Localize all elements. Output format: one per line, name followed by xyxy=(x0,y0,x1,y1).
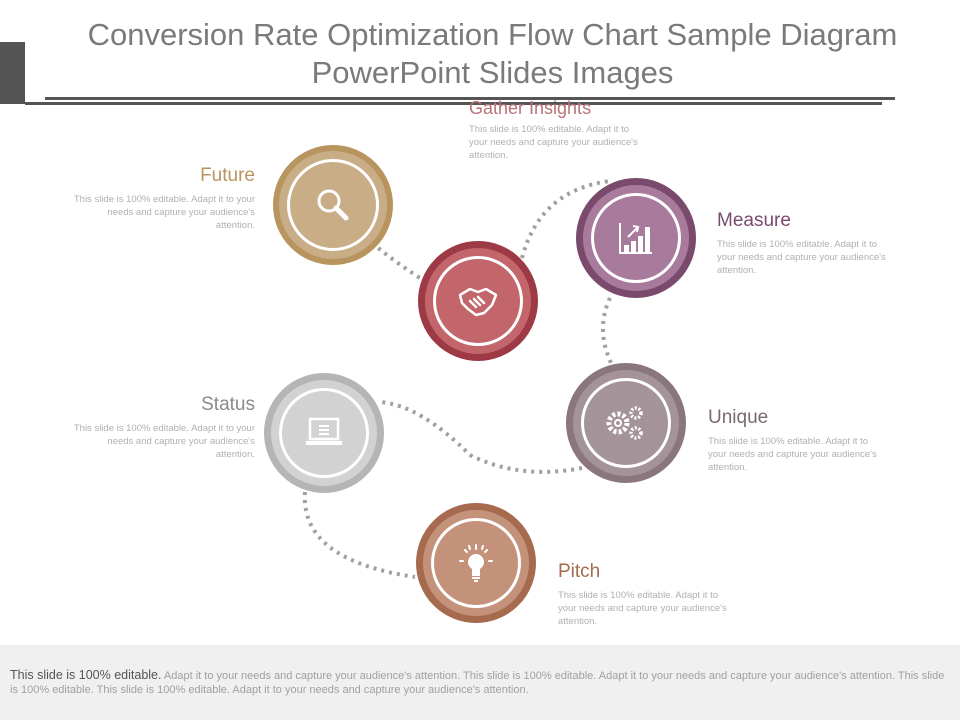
gather-insights-title: Gather Insights xyxy=(469,98,592,118)
label-measure: Measure This slide is 100% editable. Ada… xyxy=(717,210,897,277)
connector-unique-status xyxy=(379,400,583,474)
footer-text: This slide is 100% editable. Adapt it to… xyxy=(10,668,945,697)
footer-rest: Adapt it to your needs and capture your … xyxy=(10,670,945,696)
connector-measure-unique xyxy=(600,297,614,366)
gears-icon xyxy=(606,406,643,440)
lightbulb-icon xyxy=(459,544,493,582)
label-unique: Unique This slide is 100% editable. Adap… xyxy=(708,407,888,474)
status-title: Status xyxy=(201,394,255,415)
node-pitch[interactable] xyxy=(416,503,536,623)
title-rule-bottom xyxy=(25,102,882,105)
connector-status-pitch xyxy=(302,491,416,579)
footer-lead: This slide is 100% editable. xyxy=(10,668,162,682)
future-body: This slide is 100% editable. Adapt it to… xyxy=(73,194,255,231)
measure-title: Measure xyxy=(717,210,791,231)
laptop-icon xyxy=(306,417,342,445)
pitch-body: This slide is 100% editable. Adapt it to… xyxy=(558,590,727,627)
node-status[interactable] xyxy=(264,373,384,493)
future-title: Future xyxy=(200,165,255,186)
label-gather-insights: Gather Insights This slide is 100% edita… xyxy=(469,97,649,162)
node-gather-insights[interactable] xyxy=(418,241,538,361)
title-line-2: PowerPoint Slides Images xyxy=(311,55,674,90)
connector-future-insights xyxy=(370,241,422,280)
title-line-1: Conversion Rate Optimization Flow Chart … xyxy=(87,17,898,52)
pitch-title: Pitch xyxy=(558,561,601,582)
node-measure[interactable] xyxy=(576,178,696,298)
connector-paths xyxy=(302,179,614,579)
footer-notes: This slide is 100% editable. Adapt it to… xyxy=(0,645,960,720)
title-rule-top xyxy=(45,97,895,100)
node-unique[interactable] xyxy=(566,363,686,483)
unique-title: Unique xyxy=(708,407,769,428)
title-accent-bar xyxy=(0,42,25,104)
node-future[interactable] xyxy=(273,145,393,265)
magnifier-icon xyxy=(317,189,349,221)
bar-chart-icon xyxy=(619,223,652,254)
label-pitch: Pitch This slide is 100% editable. Adapt… xyxy=(558,561,738,628)
unique-body: This slide is 100% editable. Adapt it to… xyxy=(708,436,877,473)
handshake-icon xyxy=(458,287,498,317)
label-status: Status This slide is 100% editable. Adap… xyxy=(70,394,255,461)
label-future: Future This slide is 100% editable. Adap… xyxy=(70,165,255,232)
flow-diagram: Future This slide is 100% editable. Adap… xyxy=(70,97,897,628)
slide-title: Conversion Rate Optimization Flow Chart … xyxy=(40,16,945,92)
status-body: This slide is 100% editable. Adapt it to… xyxy=(73,423,255,460)
measure-body: This slide is 100% editable. Adapt it to… xyxy=(717,239,886,276)
gather-insights-body: This slide is 100% editable. Adapt it to… xyxy=(469,124,638,161)
